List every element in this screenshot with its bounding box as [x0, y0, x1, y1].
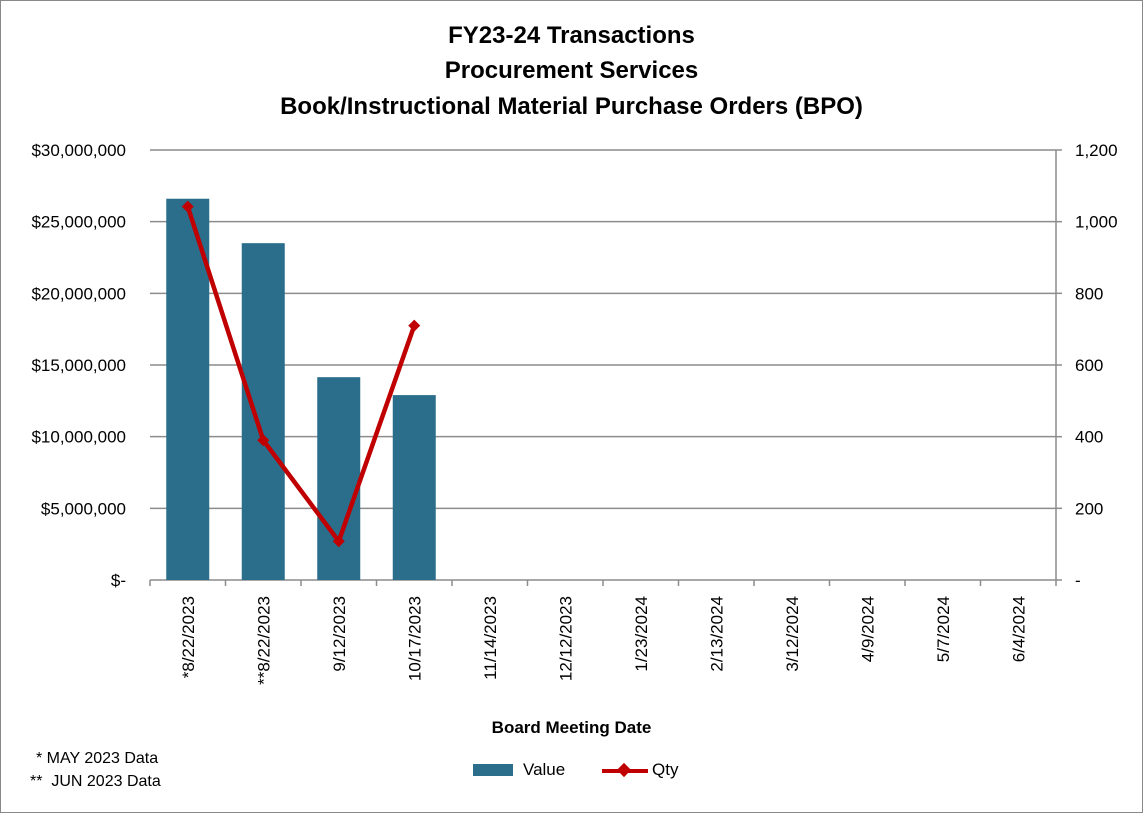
- footnote-may: * MAY 2023 Data: [36, 750, 159, 767]
- legend-swatch-value: [473, 764, 513, 776]
- y-right-tick-label: 1,000: [1075, 213, 1118, 232]
- chart-title-line-1: FY23-24 Transactions: [448, 22, 695, 49]
- y-right-tick-label: 400: [1075, 428, 1103, 447]
- qty-point-marker: [257, 434, 270, 447]
- legend-label-value: Value: [523, 760, 566, 779]
- qty-series-line: [185, 205, 417, 544]
- x-tick-label: 11/14/2023: [481, 596, 500, 680]
- legend-item-value: Value: [473, 760, 565, 780]
- bar-value: [317, 377, 361, 580]
- x-tick-label: 4/9/2024: [858, 596, 877, 662]
- qty-point-marker: [408, 319, 421, 332]
- bar-value: [166, 198, 210, 580]
- x-tick-label: *8/22/2023: [179, 596, 198, 678]
- bar-value: [241, 243, 285, 580]
- x-tick-label: 1/23/2024: [632, 596, 651, 672]
- y-right-tick-label: 800: [1075, 284, 1103, 303]
- footnote-jun: ** JUN 2023 Data: [30, 773, 161, 790]
- y-right-tick-label: 1,200: [1075, 141, 1118, 160]
- legend-label-qty: Qty: [652, 760, 679, 779]
- y-right-tick-label: 200: [1075, 499, 1103, 518]
- y-right-tick-label: 600: [1075, 356, 1103, 375]
- x-tick-label: 12/12/2023: [556, 596, 575, 681]
- x-tick-label: 6/4/2024: [1009, 596, 1028, 662]
- x-axis-title: Board Meeting Date: [491, 718, 652, 737]
- y-right-tick-label: -: [1075, 571, 1081, 590]
- y-left-tick-label: $15,000,000: [31, 356, 126, 375]
- bar-value: [392, 395, 436, 580]
- x-tick-label: 3/12/2024: [783, 596, 802, 672]
- x-tick-label: **8/22/2023: [254, 596, 273, 685]
- x-tick-label: 9/12/2023: [330, 596, 349, 672]
- y-left-tick-label: $-: [111, 571, 126, 590]
- legend-swatch-qty: [602, 762, 648, 778]
- chart-title-line-3: Book/Instructional Material Purchase Ord…: [280, 93, 863, 120]
- chart-legend: Value Qty: [0, 760, 1143, 784]
- x-tick-label: 10/17/2023: [405, 596, 424, 681]
- qty-point-marker: [332, 535, 345, 548]
- y-left-tick-label: $10,000,000: [31, 428, 126, 447]
- y-left-tick-label: $25,000,000: [31, 213, 126, 232]
- y-left-tick-label: $20,000,000: [31, 284, 126, 303]
- y-left-tick-label: $5,000,000: [41, 499, 126, 518]
- qty-point-marker: [181, 200, 194, 213]
- chart-title-line-2: Procurement Services: [444, 57, 699, 84]
- x-tick-label: 5/7/2024: [934, 596, 953, 662]
- x-tick-label: 2/13/2024: [707, 596, 726, 672]
- y-left-tick-label: $30,000,000: [31, 141, 126, 160]
- legend-item-qty: Qty: [602, 760, 678, 780]
